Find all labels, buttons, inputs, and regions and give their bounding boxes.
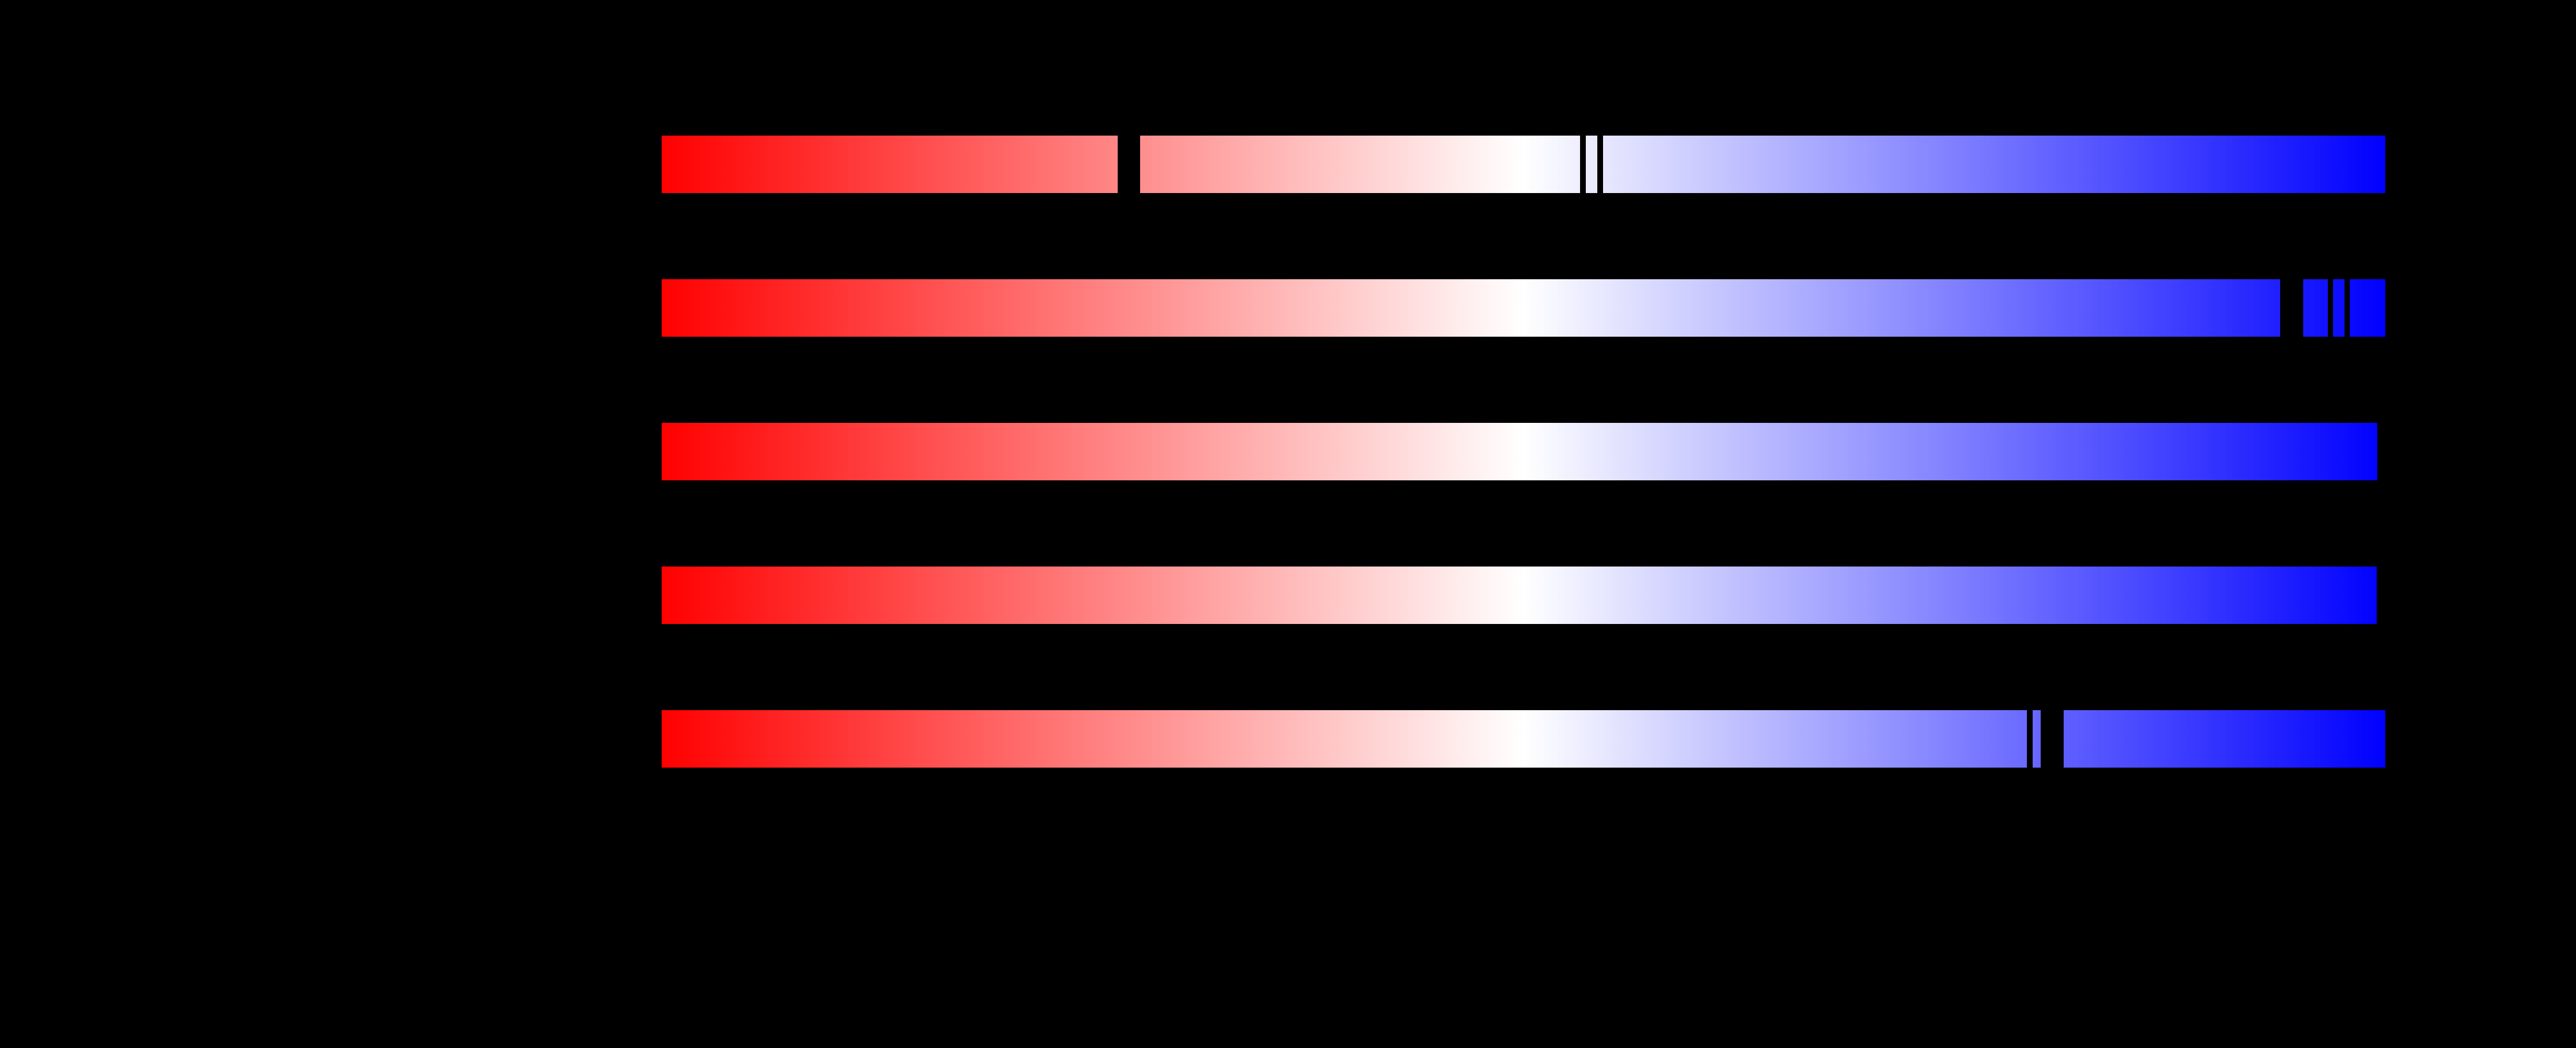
gradient-bar-row-5 xyxy=(662,710,2385,768)
bar-gap xyxy=(2328,279,2333,337)
bar-gap xyxy=(2027,710,2033,768)
bar-gap xyxy=(1597,135,1603,194)
bar-gap xyxy=(1580,135,1586,194)
bar-gap xyxy=(2041,710,2064,768)
bar-gap xyxy=(1118,135,1140,194)
gradient-bar-row-1 xyxy=(662,135,2385,194)
bar-gap xyxy=(2345,279,2350,337)
bar-gap xyxy=(2280,279,2303,337)
gradient-bar-row-3 xyxy=(662,423,2377,480)
gradient-bar-row-2 xyxy=(662,279,2385,337)
gradient-bar-row-4 xyxy=(662,567,2377,624)
